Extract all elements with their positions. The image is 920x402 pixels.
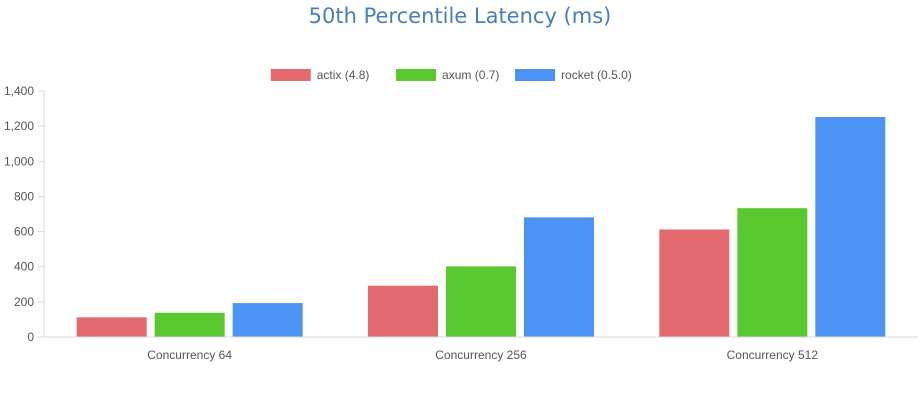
bar bbox=[76, 317, 147, 337]
y-tick-label: 400 bbox=[14, 260, 34, 274]
legend-label: axum (0.7) bbox=[442, 68, 499, 82]
bar bbox=[368, 285, 438, 337]
y-tick-label: 600 bbox=[14, 225, 34, 239]
y-tick-label: 1,200 bbox=[4, 119, 34, 133]
x-category-label: Concurrency 512 bbox=[727, 348, 819, 362]
legend-swatch bbox=[270, 69, 311, 81]
bar bbox=[154, 312, 225, 337]
x-axis: Concurrency 64 Concurrency 256 Concurrency… bbox=[44, 336, 918, 362]
legend-label: actix (4.8) bbox=[317, 68, 370, 82]
y-tick-label: 800 bbox=[14, 189, 34, 203]
y-tick-label: 1,000 bbox=[4, 154, 34, 168]
chart-title: 50th Percentile Latency (ms) bbox=[309, 4, 612, 28]
y-tick-label: 0 bbox=[27, 330, 34, 344]
x-category-label: Concurrency 64 bbox=[147, 348, 232, 362]
bar bbox=[524, 217, 594, 337]
legend-swatch bbox=[396, 69, 437, 81]
y-tick-label: 1,400 bbox=[4, 84, 34, 98]
bar bbox=[659, 229, 730, 337]
legend-label: rocket (0.5.0) bbox=[561, 68, 632, 82]
y-axis: 0 200 400 600 800 1,000 1,200 1,400 bbox=[4, 84, 45, 344]
y-tick-label: 200 bbox=[14, 295, 34, 309]
bars bbox=[76, 117, 886, 338]
bar bbox=[737, 208, 808, 337]
legend-swatch bbox=[515, 69, 556, 81]
bar bbox=[446, 266, 516, 337]
x-category-label: Concurrency 256 bbox=[435, 348, 527, 362]
bar bbox=[232, 303, 303, 337]
bar bbox=[815, 117, 886, 338]
legend: actix (4.8) axum (0.7) rocket (0.5.0) bbox=[270, 68, 632, 82]
